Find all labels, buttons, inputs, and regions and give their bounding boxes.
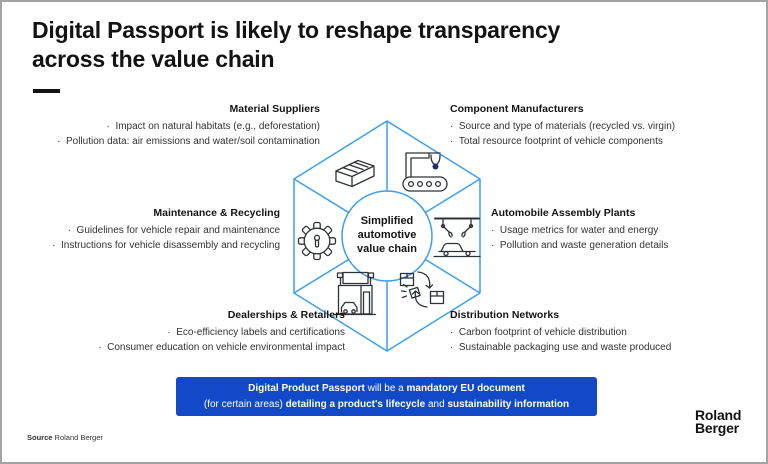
center-label-line: automotive — [357, 229, 417, 241]
segment-title: Dealerships & Retailers — [227, 309, 345, 321]
hexagon-center-label: Simplified automotive value chain — [339, 214, 435, 256]
source-note: Source Roland Berger — [27, 433, 103, 442]
segment-bullet: Total resource footprint of vehicle comp… — [450, 134, 750, 149]
center-circle — [341, 190, 433, 282]
segment-title: Distribution Networks — [450, 309, 560, 321]
assembly-robots-car-icon — [433, 217, 481, 258]
page-title-line2: across the value chain — [32, 46, 275, 72]
robot-arm-conveyor-icon — [402, 152, 448, 192]
segment-title: Component Manufacturers — [450, 103, 584, 115]
page-title: Digital Passport is likely to reshape tr… — [32, 16, 560, 74]
roland-berger-logo: Roland Berger — [695, 407, 742, 436]
center-label-line: value chain — [357, 243, 417, 255]
segment-bullet: Impact on natural habitats (e.g., defore… — [20, 119, 320, 134]
segment-dealerships-retailers: Dealerships & Retailers Eco-efficiency l… — [15, 308, 345, 355]
segment-bullet: Pollution and waste generation details — [491, 238, 751, 253]
segment-bullet: Source and type of materials (recycled v… — [450, 119, 750, 134]
segment-bullet: Eco-efficiency labels and certifications — [15, 325, 345, 340]
title-underline-dash — [33, 89, 60, 93]
material-block-icon — [335, 159, 375, 188]
logo-line2: Berger — [695, 420, 739, 436]
segment-bullet: Guidelines for vehicle repair and mainte… — [20, 223, 280, 238]
segment-bullet: Usage metrics for water and energy — [491, 223, 751, 238]
segment-title: Automobile Assembly Plants — [491, 207, 636, 219]
center-label-line: Simplified — [360, 215, 414, 227]
page-title-line1: Digital Passport is likely to reshape tr… — [32, 17, 561, 43]
boxes-exchange-icon — [399, 271, 445, 308]
source-label: Source — [27, 433, 53, 442]
segment-maintenance-recycling: Maintenance & Recycling Guidelines for v… — [20, 206, 280, 253]
banner-line1: Digital Product Passport will be a manda… — [248, 383, 525, 394]
segment-material-suppliers: Material Suppliers Impact on natural hab… — [20, 102, 320, 149]
segment-component-manufacturers: Component Manufacturers Source and type … — [450, 102, 750, 149]
segment-bullet: Sustainable packaging use and waste prod… — [450, 340, 750, 355]
dealership-storefront-icon — [334, 271, 377, 316]
segment-bullet: Instructions for vehicle disassembly and… — [20, 238, 280, 253]
logo-line1: Roland — [695, 407, 742, 423]
segment-bullet: Pollution data: air emissions and water/… — [20, 134, 320, 149]
dpp-highlight-banner: Digital Product Passport will be a manda… — [176, 377, 597, 416]
segment-distribution-networks: Distribution Networks Carbon footprint o… — [450, 308, 750, 355]
segment-bullet: Consumer education on vehicle environmen… — [15, 340, 345, 355]
segment-automobile-assembly-plants: Automobile Assembly Plants Usage metrics… — [491, 206, 751, 253]
banner-line2: (for certain areas) detailing a product'… — [203, 398, 570, 410]
segment-title: Material Suppliers — [229, 103, 320, 115]
source-value: Roland Berger — [54, 433, 103, 442]
gear-wrench-icon — [297, 221, 337, 261]
segment-bullet: Carbon footprint of vehicle distribution — [450, 325, 750, 340]
segment-title: Maintenance & Recycling — [153, 207, 280, 219]
